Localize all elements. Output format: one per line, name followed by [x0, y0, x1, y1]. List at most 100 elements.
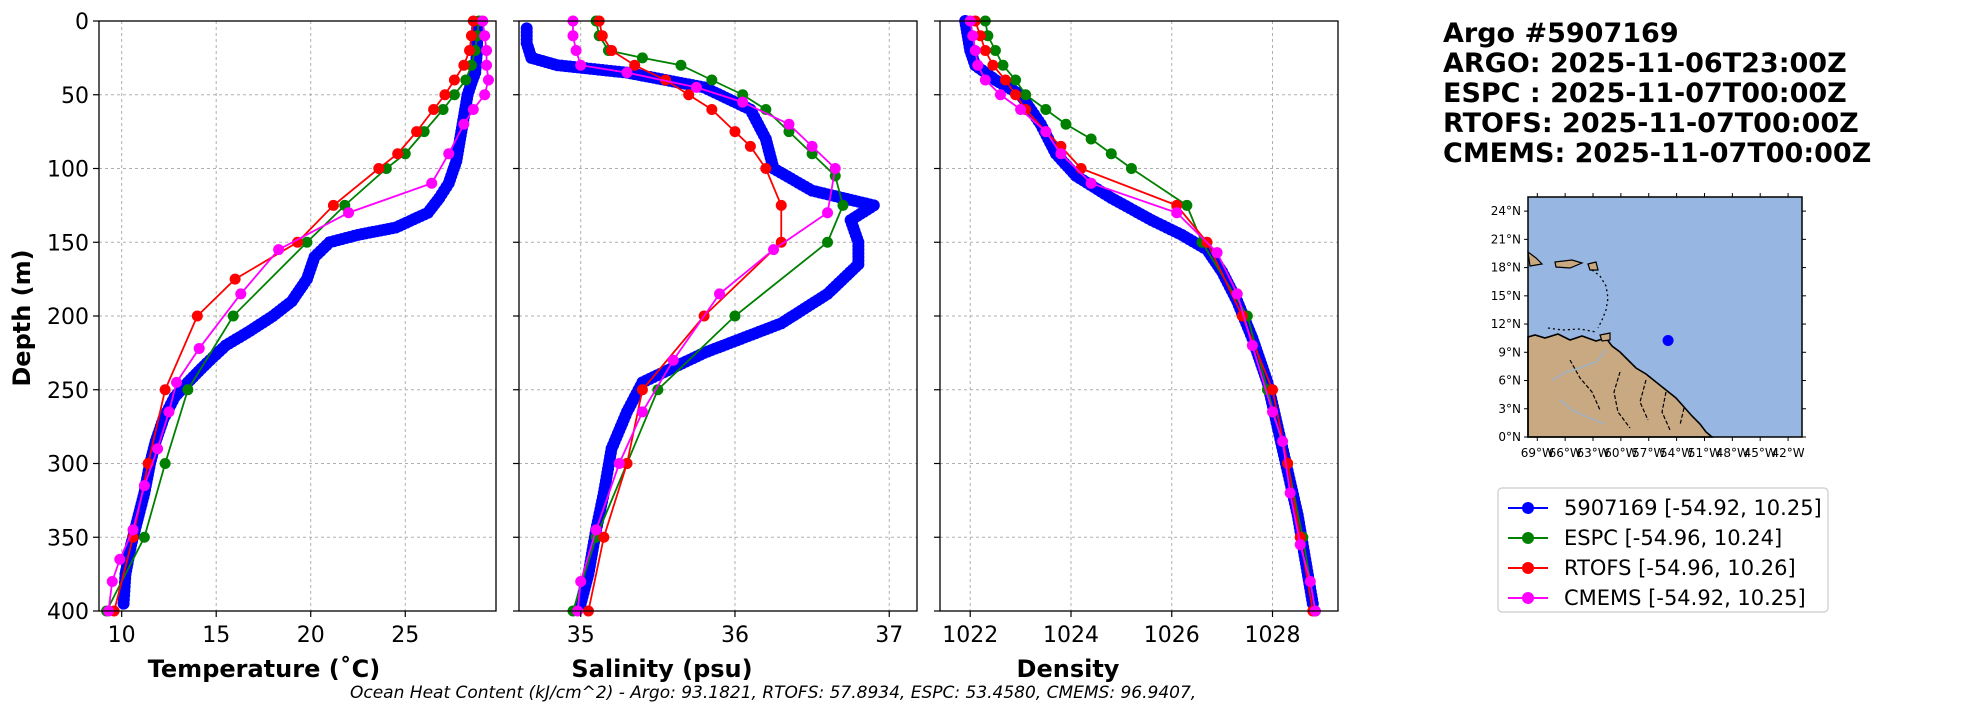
legend-marker — [1522, 562, 1534, 574]
salinity-series — [520, 15, 880, 617]
temperature-series — [101, 15, 494, 617]
ytick-label: 300 — [47, 453, 89, 478]
salinity-espc-line — [572, 20, 844, 612]
density-cmems-point — [1284, 487, 1296, 499]
location-map: 0°N 3°N 6°N 9°N 12°N 15°N 18°N 21°N 24°N 69°W66°W… — [1491, 193, 1806, 460]
salinity-rtofs-point — [636, 384, 648, 396]
temperature-cmems-point — [193, 342, 205, 354]
temperature-cmems-point — [106, 576, 118, 587]
map-frame — [1527, 196, 1803, 438]
salinity-cmems-point — [783, 118, 795, 130]
density-series-espc — [979, 15, 1321, 617]
info-espc-time: ESPC : 2025-11-07T00:00Z — [1443, 78, 1847, 109]
map-lon-tick-label: 42°W — [1771, 446, 1804, 460]
density-espc-point — [1020, 89, 1032, 101]
legend-marker — [1522, 502, 1534, 514]
temperature-cmems-point — [458, 118, 470, 130]
salinity-cmems-point — [590, 524, 602, 536]
salinity-espc-point — [729, 310, 741, 322]
map-lat-tick-label: 12°N — [1491, 317, 1521, 331]
temperature-espc-point — [418, 126, 430, 138]
temperature-rtofs-point — [458, 59, 470, 71]
salinity-series-cmems — [567, 15, 841, 617]
density-series — [959, 15, 1321, 617]
density-espc-point — [1060, 118, 1072, 130]
temperature-cmems-point — [114, 553, 126, 565]
temperature-cmems-point — [152, 443, 164, 455]
y-axis-label: Depth (m) — [8, 249, 36, 386]
density-cmems-point — [1211, 247, 1223, 259]
temperature-xtick-label: 20 — [297, 623, 325, 648]
density-rtofs-point — [974, 30, 986, 42]
density-cmems-point — [1055, 148, 1067, 160]
density-cmems-point — [994, 89, 1006, 101]
legend-label: RTOFS [-54.96, 10.26] — [1564, 556, 1796, 580]
density-espc-point — [1181, 199, 1193, 211]
density-cmems-point — [1171, 207, 1183, 219]
salinity-rtofs-point — [706, 104, 718, 115]
salinity-espc-point — [706, 74, 718, 86]
density-espc-point — [982, 30, 994, 42]
density-rtofs-point — [987, 59, 999, 71]
info-block: Argo #5907169 ARGO: 2025-11-06T23:00Z ES… — [1443, 18, 1871, 169]
salinity-grid — [519, 21, 917, 611]
salinity-xtick-label: 36 — [721, 623, 749, 648]
salinity-rtofs-point — [596, 30, 608, 42]
map-lon-tick-label: 63°W — [1576, 446, 1609, 460]
temperature-cmems-point — [481, 45, 493, 56]
ocean-heat-content-footer: Ocean Heat Content (kJ/cm^2) - Argo: 93.… — [350, 683, 1196, 703]
density-cmems-point — [1085, 177, 1097, 189]
ytick-label: 200 — [47, 305, 89, 330]
salinity-cmems-point — [768, 244, 780, 256]
density-cmems-point — [969, 45, 981, 56]
salinity-cmems-point — [575, 59, 587, 71]
ytick-label: 350 — [47, 526, 89, 551]
map-lat-tick-label: 3°N — [1498, 402, 1521, 416]
density-espc-point — [1105, 148, 1117, 160]
temperature-cmems-point — [479, 30, 491, 42]
temperature-series-cmems — [102, 15, 494, 617]
temperature-xtick-label: 15 — [202, 623, 230, 648]
density-xtick-label: 1024 — [1043, 623, 1099, 648]
density-rtofs-point — [1282, 458, 1294, 469]
temperature-cmems-point — [467, 104, 479, 115]
info-rtofs-time: RTOFS: 2025-11-07T00:00Z — [1443, 108, 1859, 139]
temperature-espc-point — [301, 236, 313, 248]
salinity-cmems-point — [737, 96, 749, 108]
map-rivers — [1551, 349, 1607, 425]
temperature-cmems-point — [235, 288, 247, 300]
temperature-espc-point — [465, 59, 477, 71]
salinity-xlabel: Salinity (psu) — [571, 655, 752, 683]
temperature-rtofs-point — [327, 199, 339, 211]
salinity-rtofs-point — [760, 163, 772, 174]
temperature-espc-point — [460, 74, 472, 86]
temperature-cmems-point — [481, 59, 493, 71]
temperature-cmems-point — [171, 376, 183, 388]
map-lat-tick-label: 6°N — [1498, 374, 1521, 388]
map-ticks: 0°N 3°N 6°N 9°N 12°N 15°N 18°N 21°N 24°N 69°W66°W… — [1491, 193, 1806, 460]
salinity-cmems-point — [667, 354, 679, 366]
salinity-espc-point — [652, 384, 664, 396]
density-cmems-point — [1267, 406, 1279, 418]
salinity-rtofs-point — [598, 531, 610, 543]
salinity-series-rtofs — [582, 15, 787, 617]
map-lat-tick-label: 15°N — [1491, 289, 1521, 303]
legend-marker — [1522, 532, 1534, 544]
map-lat-tick-label: 0°N — [1498, 430, 1521, 444]
salinity-rtofs-point — [744, 140, 756, 152]
temperature-5907169-point — [117, 597, 130, 610]
temperature-cmems-point — [443, 148, 455, 160]
temperature-rtofs-point — [465, 30, 477, 42]
salinity-rtofs-point — [729, 126, 741, 138]
density-cmems-point — [972, 59, 984, 71]
density-rtofs-point — [1267, 384, 1279, 396]
temperature-cmems-point — [426, 177, 438, 189]
density-rtofs-point — [1010, 89, 1022, 101]
legend-label: ESPC [-54.96, 10.24] — [1564, 526, 1782, 550]
ytick-label: 250 — [47, 379, 89, 404]
map-borders — [1569, 359, 1685, 431]
salinity-panel: Salinity (psu) 35 36 37 — [513, 15, 918, 683]
temperature-rtofs-point — [373, 163, 385, 174]
temperature-cmems-point — [482, 74, 494, 86]
